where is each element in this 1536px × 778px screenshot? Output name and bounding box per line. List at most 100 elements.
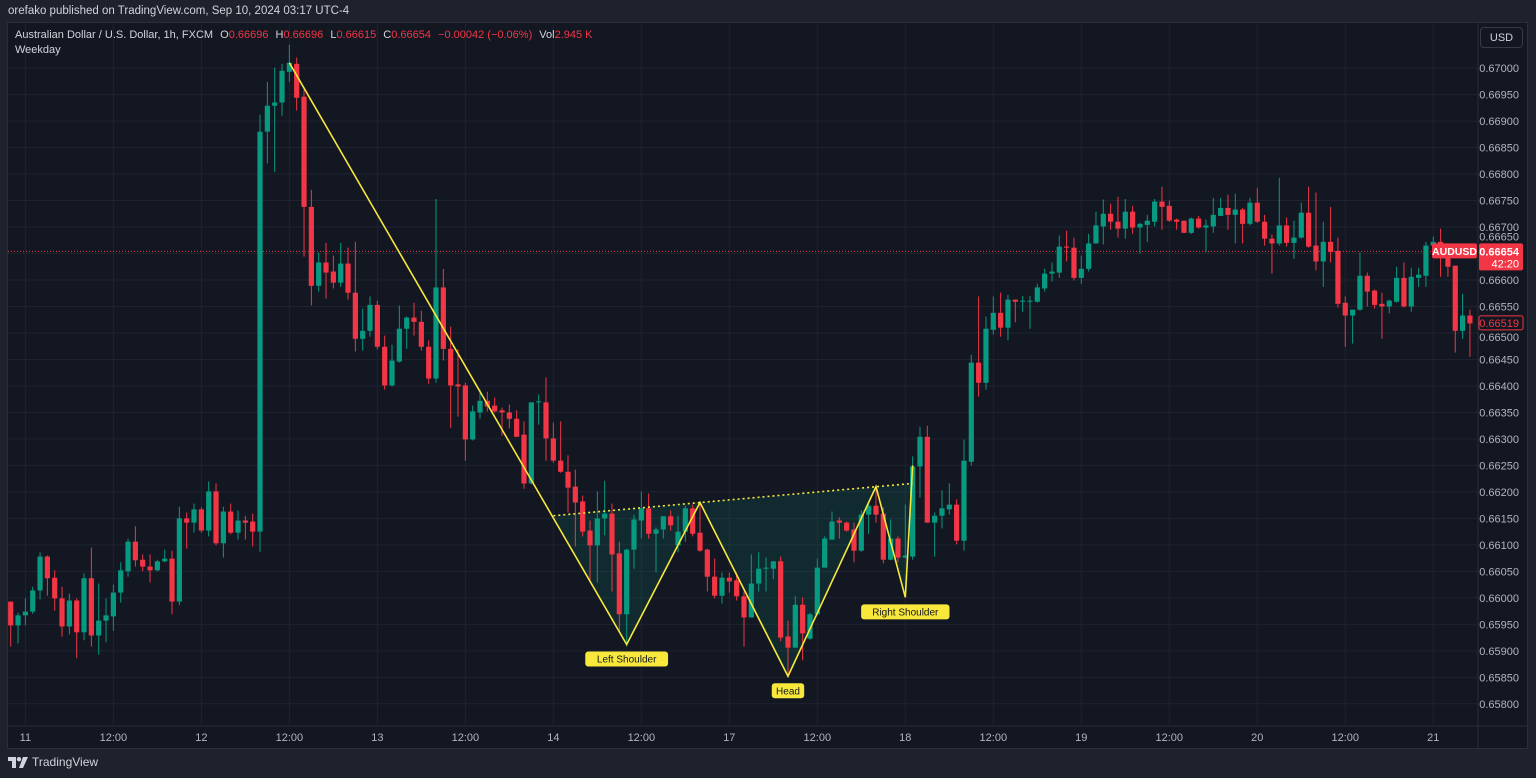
candle bbox=[198, 507, 204, 533]
candle-body bbox=[917, 436, 923, 467]
candle-body bbox=[565, 471, 571, 488]
currency-button[interactable]: USD bbox=[1480, 27, 1523, 48]
candle bbox=[1452, 265, 1458, 353]
candle-body bbox=[521, 434, 527, 484]
candle-body bbox=[785, 636, 791, 648]
x-tick-label: 12:00 bbox=[628, 732, 656, 744]
candle bbox=[543, 377, 549, 461]
candle-body bbox=[1196, 218, 1202, 228]
pattern-label-text: Head bbox=[776, 686, 800, 697]
candle-body bbox=[1452, 265, 1458, 331]
candle-body bbox=[1012, 299, 1018, 302]
candle-body bbox=[580, 501, 586, 532]
candle bbox=[580, 495, 586, 537]
indicator-weekday[interactable]: Weekday bbox=[15, 44, 61, 56]
candle bbox=[462, 382, 468, 461]
candle-body bbox=[462, 385, 468, 440]
candle bbox=[264, 81, 270, 164]
candle bbox=[646, 493, 652, 539]
candle-body bbox=[1269, 238, 1275, 244]
candle-body bbox=[880, 513, 886, 560]
candle bbox=[118, 562, 124, 603]
y-tick-label: 0.66800 bbox=[1479, 169, 1519, 181]
candle bbox=[404, 316, 410, 349]
candle bbox=[748, 554, 754, 618]
candle-body bbox=[272, 102, 278, 106]
candle-body bbox=[213, 491, 219, 544]
candle bbox=[1379, 292, 1385, 339]
candle bbox=[389, 344, 395, 387]
candle-body bbox=[88, 578, 94, 636]
candle-body bbox=[1284, 225, 1290, 243]
pattern-label[interactable]: Right Shoulder bbox=[861, 604, 950, 620]
candle bbox=[455, 349, 461, 417]
y-tick-label: 0.66450 bbox=[1479, 354, 1519, 366]
candle bbox=[638, 491, 644, 539]
candle bbox=[660, 516, 666, 539]
pattern-label-text: Left Shoulder bbox=[597, 654, 657, 665]
pattern-label[interactable]: Head bbox=[771, 683, 805, 699]
x-tick-label: 14 bbox=[547, 732, 559, 744]
candle bbox=[814, 558, 820, 616]
candle bbox=[1152, 198, 1158, 227]
candle bbox=[374, 300, 380, 350]
y-tick-label: 0.66050 bbox=[1479, 566, 1519, 578]
candle bbox=[983, 316, 989, 390]
neckline[interactable] bbox=[553, 482, 913, 517]
candle-body bbox=[8, 601, 14, 626]
candle-body bbox=[396, 328, 402, 362]
pattern-label[interactable]: Left Shoulder bbox=[585, 651, 669, 667]
candle bbox=[778, 556, 784, 642]
candle bbox=[96, 583, 102, 655]
drawings: Left Shoulder Head Right Shoulder bbox=[288, 62, 950, 699]
publisher-bar: orefako published on TradingView.com, Se… bbox=[8, 5, 350, 17]
candle bbox=[1012, 299, 1018, 323]
candle bbox=[668, 510, 674, 531]
high-label: H bbox=[275, 29, 284, 41]
y-tick-label: 0.66850 bbox=[1479, 143, 1519, 155]
candle-body bbox=[426, 346, 432, 379]
candle-body bbox=[470, 411, 476, 440]
head-and-shoulders-zigzag[interactable] bbox=[288, 62, 914, 679]
candle bbox=[1056, 235, 1062, 278]
candle-body bbox=[594, 518, 600, 546]
candle bbox=[1042, 268, 1048, 292]
candle-body bbox=[492, 405, 498, 412]
secondary-price-text: 0.66519 bbox=[1479, 318, 1519, 330]
candle-body bbox=[763, 567, 769, 569]
symbol-description[interactable]: Australian Dollar / U.S. Dollar, 1h, FXC… bbox=[15, 29, 214, 41]
y-tick-label: 0.65950 bbox=[1479, 619, 1519, 631]
candle-body bbox=[558, 460, 564, 472]
candle bbox=[514, 410, 520, 437]
candle-body bbox=[1401, 277, 1407, 307]
candle-body bbox=[1130, 211, 1136, 228]
candle bbox=[939, 490, 945, 529]
pattern-label-box bbox=[585, 651, 669, 667]
candle bbox=[59, 586, 65, 637]
candle-body bbox=[829, 521, 835, 540]
candle bbox=[565, 455, 571, 513]
candle-body bbox=[778, 561, 784, 638]
candle bbox=[990, 296, 996, 335]
footer-brand[interactable]: TradingView bbox=[8, 755, 98, 769]
candle bbox=[682, 505, 688, 542]
candle-body bbox=[440, 287, 446, 349]
candle bbox=[587, 520, 593, 582]
candle bbox=[235, 510, 241, 540]
y-tick-label: 0.66150 bbox=[1479, 513, 1519, 525]
candle bbox=[536, 394, 542, 425]
x-tick-label: 19 bbox=[1075, 732, 1087, 744]
candle-body bbox=[990, 312, 996, 330]
candle-body bbox=[1064, 246, 1070, 248]
candle-body bbox=[44, 556, 50, 579]
x-tick-label: 20 bbox=[1251, 732, 1263, 744]
candle-body bbox=[1276, 225, 1282, 244]
candle bbox=[433, 198, 439, 383]
x-tick-label: 12:00 bbox=[452, 732, 480, 744]
candle bbox=[1159, 186, 1165, 230]
y-tick-label: 0.66100 bbox=[1479, 540, 1519, 552]
candle-body bbox=[294, 63, 300, 98]
candle bbox=[1203, 219, 1209, 253]
